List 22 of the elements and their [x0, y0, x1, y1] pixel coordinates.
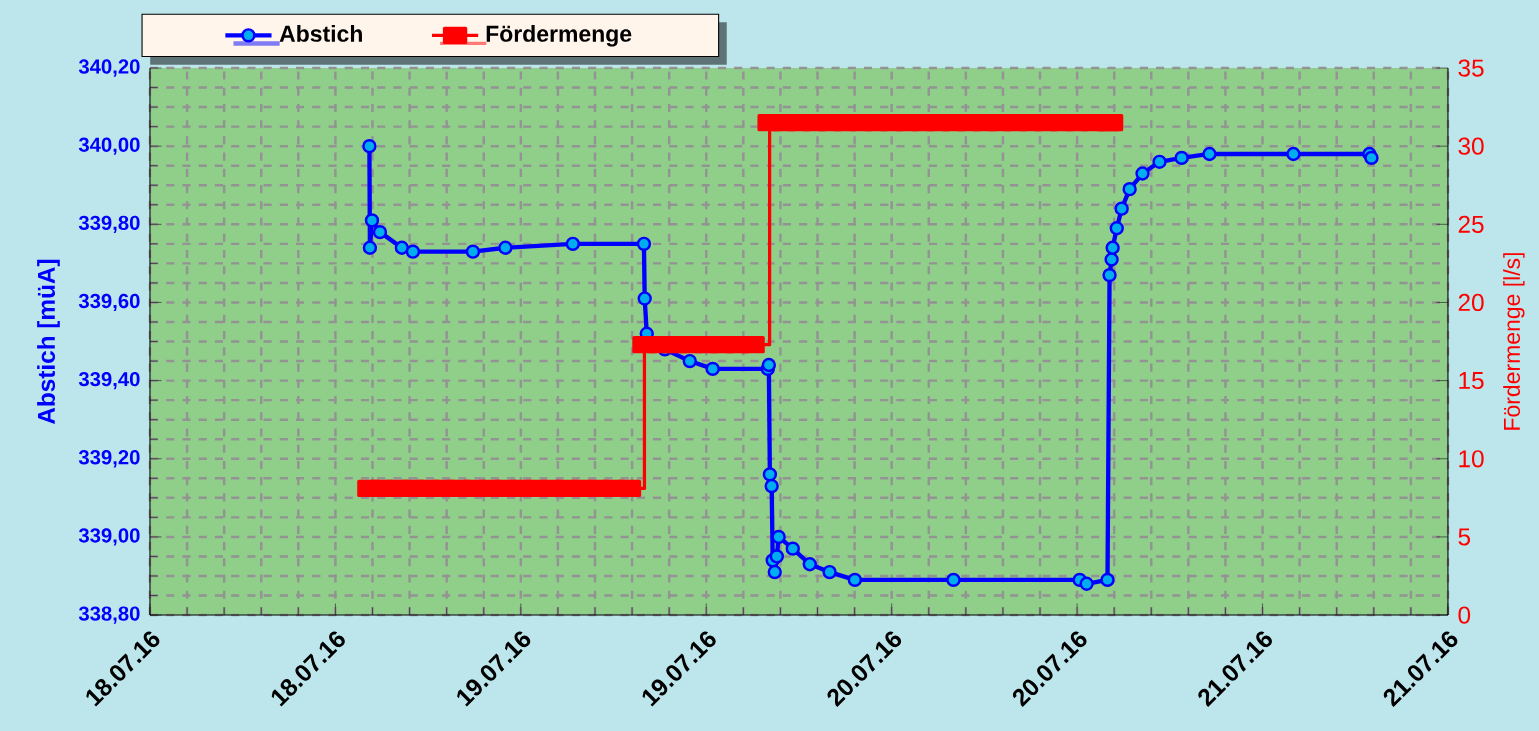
- y2-tick-label: 30: [1458, 137, 1484, 155]
- y-tick-label: 340,20: [78, 59, 140, 77]
- legend-label: Abstich: [279, 24, 362, 42]
- y-tick-label: 339,20: [78, 450, 140, 468]
- y2-tick-label: 15: [1459, 372, 1484, 390]
- point: [616, 479, 642, 498]
- y-axis-title: Abstich [müA]: [37, 259, 60, 425]
- y-tick-label: 340,00: [78, 137, 140, 155]
- y2-tick-label: 5: [1458, 528, 1471, 546]
- y2-tick-label: 0: [1458, 606, 1471, 624]
- legend-label: Fördermenge: [486, 24, 632, 47]
- y2-tick-label: 35: [1458, 59, 1484, 77]
- y2-axis-title: Fördermenge [l/s]: [1503, 253, 1525, 430]
- y-tick-label: 339,00: [78, 528, 140, 546]
- y-tick-label: 339,40: [78, 371, 140, 390]
- y2-tick-label: 10: [1459, 450, 1484, 468]
- y2-tick-label: 25: [1458, 215, 1484, 233]
- y2-tick-label: 20: [1458, 293, 1484, 312]
- y-tick-label: 338,80: [78, 606, 140, 624]
- y-tick-label: 339,60: [78, 293, 140, 312]
- point: [740, 336, 765, 354]
- y-tick-label: 339,80: [78, 215, 140, 233]
